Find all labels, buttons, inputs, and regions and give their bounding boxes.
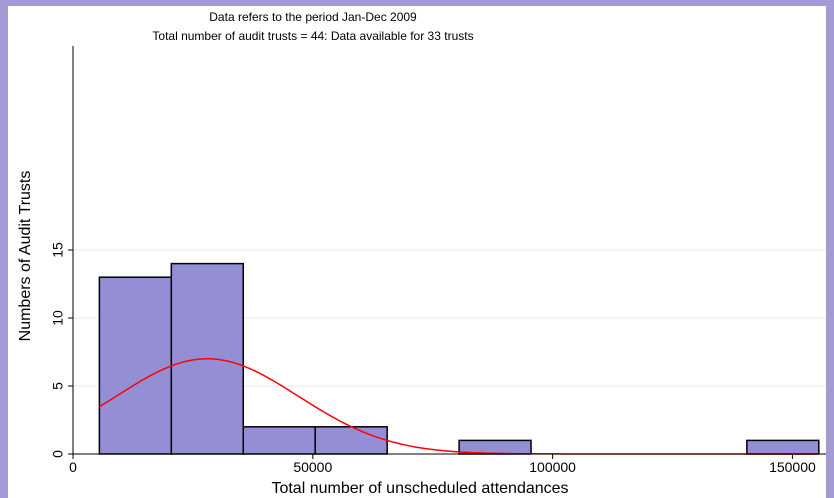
histogram-bar-9 (746, 439, 820, 455)
x-tick-label-1: 50000 (293, 459, 332, 475)
x-tick-label-0: 0 (69, 459, 77, 475)
chart-subtitle: Total number of audit trusts = 44: Data … (152, 29, 473, 43)
histogram-bar-2 (242, 426, 316, 455)
histogram-bars (98, 262, 820, 455)
y-tick-label-3: 15 (50, 242, 66, 258)
y-axis-label: Numbers of Audit Trusts (17, 171, 34, 342)
x-axis-ticks: 0 50000 100000 150000 (69, 454, 816, 475)
y-tick-label-2: 10 (50, 310, 66, 326)
x-tick-label-3: 150000 (769, 459, 816, 475)
x-axis-label: Total number of unscheduled attendances (271, 480, 568, 497)
chart-frame: Data refers to the period Jan-Dec 2009 T… (8, 6, 826, 498)
y-tick-label-0: 0 (50, 450, 66, 458)
histogram-bar-0 (98, 276, 173, 455)
y-axis-ticks: 0 5 10 15 (50, 242, 73, 458)
histogram-chart: Data refers to the period Jan-Dec 2009 T… (17, 10, 826, 497)
x-tick-label-2: 100000 (529, 459, 576, 475)
y-tick-label-1: 5 (50, 382, 66, 390)
chart-title: Data refers to the period Jan-Dec 2009 (209, 10, 417, 24)
histogram-bar-3 (314, 426, 388, 455)
